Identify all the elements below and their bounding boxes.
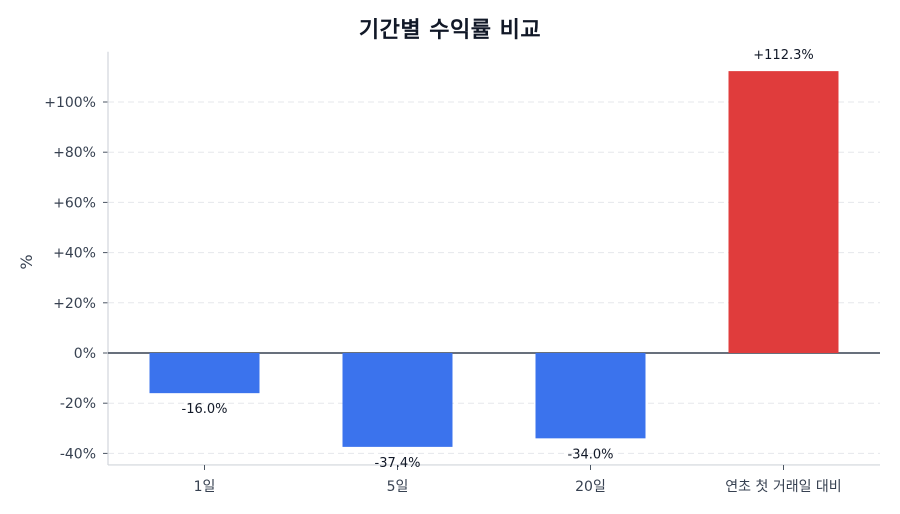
bar-3 [728,71,839,353]
bar-value-label: -34.0% [568,447,614,462]
y-axis-title: % [17,254,36,269]
bar-0 [149,353,260,394]
y-tick-label: 0% [74,346,96,362]
y-tick-label: -40% [60,446,96,462]
y-tick-label: +80% [53,145,96,161]
bar-1 [342,353,453,447]
x-tick-label: 20일 [575,479,606,495]
bar-2 [535,353,646,439]
y-tick-label: +40% [53,246,96,262]
x-axis-labels: 1일 5일 20일 연초 첫 거래일 대비 [194,479,842,495]
x-tick-label: 5일 [387,479,409,495]
y-tick-label: +20% [53,296,96,312]
x-tick-label: 1일 [194,479,216,495]
x-tick-label: 연초 첫 거래일 대비 [725,479,841,495]
bar-value-label: -16.0% [182,402,228,417]
bar-value-label: -37.4% [375,456,421,471]
bars: -16.0% -37.4% -34.0% +112.3% [149,48,839,471]
y-axis-labels: -40% -20% 0% +20% +40% +60% +80% +100% [44,95,96,462]
chart-title: 기간별 수익률 비교 [358,18,542,43]
bar-value-label: +112.3% [753,48,813,63]
y-tick-label: -20% [60,396,96,412]
y-tick-label: +60% [53,195,96,211]
y-tick-label: +100% [44,95,96,111]
